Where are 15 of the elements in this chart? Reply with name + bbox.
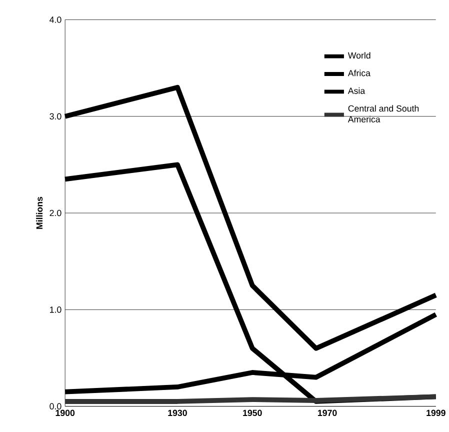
y-tick-label: 1.0 — [50, 306, 62, 313]
x-tick-label: 1900 — [56, 410, 75, 416]
y-tick-label: 4.0 — [50, 16, 62, 23]
y-tick-label: 0.0 — [50, 403, 62, 410]
x-tick-label: 1970 — [318, 410, 337, 416]
y-axis-title: Millions — [36, 196, 43, 229]
legend-label: Central and South America — [348, 105, 419, 122]
y-tick-label: 3.0 — [50, 113, 62, 120]
x-tick-label: 1999 — [426, 410, 446, 416]
x-tick-label: 1950 — [243, 410, 262, 416]
legend-label: Africa — [348, 70, 370, 76]
legend-label: World — [348, 52, 370, 59]
y-tick-label: 2.0 — [50, 210, 62, 216]
legend-label: Asia — [348, 87, 366, 94]
x-tick-label: 1930 — [168, 410, 187, 416]
